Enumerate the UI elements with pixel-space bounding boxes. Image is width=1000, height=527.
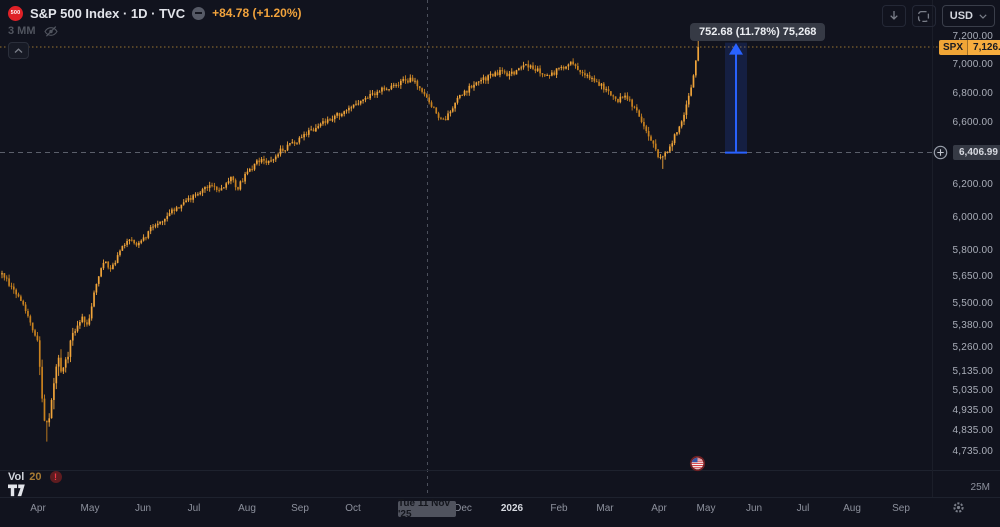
x-axis-tick: May bbox=[80, 503, 100, 514]
x-axis-tick: Aug bbox=[238, 503, 256, 514]
x-axis-tick: Apr bbox=[30, 503, 46, 514]
symbol-legend: 500 S&P 500 Index · 1D · TVC +84.78 (+1.… bbox=[8, 5, 302, 59]
us-flag-event-icon[interactable] bbox=[689, 455, 706, 472]
last-price-badge: SPX 7,126.06 bbox=[939, 40, 1000, 55]
add-alert-icon[interactable] bbox=[933, 145, 948, 160]
y-axis-tick: 5,035.00 bbox=[952, 385, 993, 396]
volume-legend: Vol 20 ! bbox=[8, 471, 62, 483]
y-axis-tick: 6,800.00 bbox=[952, 88, 993, 99]
y-axis-tick: 5,800.00 bbox=[952, 245, 993, 256]
y-axis-tick: 4,835.00 bbox=[952, 425, 993, 436]
currency-label: USD bbox=[949, 10, 973, 22]
volume-length: 20 bbox=[29, 471, 42, 483]
pane-separator[interactable] bbox=[0, 470, 1000, 471]
last-price-symbol: SPX bbox=[939, 40, 968, 55]
y-axis-tick: 5,500.00 bbox=[952, 298, 993, 309]
x-axis-tick: Jul bbox=[187, 503, 201, 514]
x-axis-tick: Jun bbox=[134, 503, 152, 514]
price-level-badge[interactable]: 6,406.99 bbox=[953, 145, 1000, 160]
symbol-title[interactable]: S&P 500 Index · 1D · TVC bbox=[30, 5, 186, 21]
y-axis-tick: 5,650.00 bbox=[952, 271, 993, 282]
top-right-toolbar: USD bbox=[881, 5, 995, 27]
crosshair-date-label: Tue 11 Nov '25 bbox=[398, 498, 456, 520]
error-icon[interactable]: ! bbox=[49, 471, 62, 483]
y-axis-tick: 5,260.00 bbox=[952, 342, 993, 353]
y-axis-tick: 7,000.00 bbox=[952, 59, 993, 70]
measure-tool[interactable] bbox=[725, 42, 747, 154]
time-axis[interactable]: Apr May Jun Jul Aug Sep Oct Dec 2026 Feb Mar Apr May… bbox=[0, 498, 1000, 527]
y-axis-tick: 7,200.00 bbox=[952, 31, 993, 42]
x-axis-tick: Oct bbox=[345, 503, 361, 514]
price-axis[interactable]: 7,200.00 7,000.00 6,800.00 6,600.00 6,200.00… bbox=[932, 0, 1000, 497]
x-axis-tick: 2026 bbox=[500, 503, 524, 514]
eye-slash-icon[interactable] bbox=[43, 25, 58, 37]
time-axis-separator bbox=[0, 497, 1000, 498]
download-icon[interactable] bbox=[881, 5, 906, 27]
symbol-change: +84.78 (+1.20%) bbox=[212, 6, 302, 20]
x-axis-tick: Dec bbox=[454, 503, 472, 514]
y-axis-tick: 6,000.00 bbox=[952, 212, 993, 223]
refresh-icon[interactable] bbox=[911, 5, 936, 27]
x-axis-tick: Jul bbox=[796, 503, 810, 514]
currency-dropdown[interactable]: USD bbox=[941, 5, 995, 27]
indicator-label: 3 MM bbox=[8, 25, 36, 37]
y-axis-tick: 6,600.00 bbox=[952, 117, 993, 128]
tradingview-logo[interactable] bbox=[8, 484, 30, 497]
x-axis-tick: Mar bbox=[596, 503, 614, 514]
market-status-icon bbox=[192, 6, 206, 20]
x-axis-tick: Sep bbox=[892, 503, 910, 514]
collapse-legend-button[interactable] bbox=[8, 42, 29, 59]
volume-label: Vol bbox=[8, 471, 25, 483]
x-axis-tick: Apr bbox=[651, 503, 667, 514]
measure-tooltip: 752.68 (11.78%) 75,268 bbox=[690, 23, 826, 41]
sp500-logo-icon: 500 bbox=[8, 5, 23, 21]
y-axis-tick: 5,380.00 bbox=[952, 320, 993, 331]
last-price-value: 7,126.06 bbox=[967, 40, 1000, 55]
gear-icon[interactable] bbox=[952, 501, 965, 514]
y-axis-tick: 4,935.00 bbox=[952, 405, 993, 416]
x-axis-tick: Aug bbox=[843, 503, 861, 514]
volume-scale-label: 25M bbox=[970, 482, 990, 493]
x-axis-tick: Jun bbox=[745, 503, 763, 514]
x-axis-tick: Feb bbox=[550, 503, 568, 514]
chevron-down-icon bbox=[979, 13, 987, 19]
y-axis-tick: 6,200.00 bbox=[952, 179, 993, 190]
x-axis-tick: May bbox=[696, 503, 716, 514]
y-axis-tick: 4,735.00 bbox=[952, 446, 993, 457]
y-axis-tick: 5,135.00 bbox=[952, 366, 993, 377]
x-axis-tick: Sep bbox=[291, 503, 309, 514]
